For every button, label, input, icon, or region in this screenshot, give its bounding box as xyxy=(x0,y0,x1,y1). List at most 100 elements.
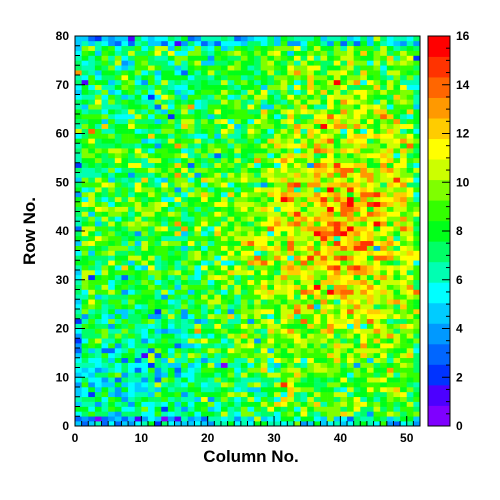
heatmap-cell xyxy=(128,352,136,359)
heatmap-cell xyxy=(201,109,208,115)
heatmap-cell xyxy=(393,255,401,261)
heatmap-cell xyxy=(207,231,215,237)
heatmap-cell xyxy=(300,104,308,110)
heatmap-cell xyxy=(214,221,222,227)
heatmap-cell xyxy=(147,357,155,363)
heatmap-cell xyxy=(247,172,255,178)
heatmap-cell xyxy=(75,406,82,412)
heatmap-cell xyxy=(300,157,308,164)
heatmap-cell xyxy=(101,55,109,61)
heatmap-cell xyxy=(287,206,295,212)
heatmap-cell xyxy=(94,382,102,388)
heatmap-cell xyxy=(240,245,248,251)
heatmap-cell xyxy=(274,274,281,281)
heatmap-cell xyxy=(234,328,242,334)
heatmap-cell xyxy=(174,55,182,61)
heatmap-cell xyxy=(413,260,421,266)
heatmap-cell xyxy=(386,55,394,61)
heatmap-cell xyxy=(181,421,189,427)
heatmap-cell xyxy=(94,109,102,115)
heatmap-cell xyxy=(386,123,394,129)
heatmap-cell xyxy=(247,157,255,164)
heatmap-cell xyxy=(300,235,308,242)
heatmap-cell xyxy=(340,250,348,256)
heatmap-cell xyxy=(360,182,368,188)
heatmap-cell xyxy=(128,240,136,246)
heatmap-cell xyxy=(220,162,228,168)
heatmap-cell xyxy=(121,206,129,212)
heatmap-cell xyxy=(128,226,136,232)
heatmap-cell xyxy=(280,304,288,310)
heatmap-cell xyxy=(181,294,189,300)
heatmap-cell xyxy=(320,255,328,261)
heatmap-cell xyxy=(347,84,354,90)
heatmap-cell xyxy=(413,328,421,334)
heatmap-cell xyxy=(320,40,328,47)
heatmap-cell xyxy=(240,153,248,159)
heatmap-cell xyxy=(75,226,82,232)
heatmap-cell xyxy=(406,172,414,178)
heatmap-cell xyxy=(327,226,335,232)
heatmap-cell xyxy=(333,313,341,320)
heatmap-cell xyxy=(300,391,308,398)
heatmap-cell xyxy=(267,55,275,61)
heatmap-cell xyxy=(287,153,295,159)
heatmap-cell xyxy=(373,196,381,203)
heatmap-cell xyxy=(240,250,248,256)
heatmap-cell xyxy=(260,167,268,173)
heatmap-cell xyxy=(267,153,275,159)
heatmap-cell xyxy=(194,138,202,144)
heatmap-cell xyxy=(327,123,335,129)
heatmap-cell xyxy=(280,60,288,66)
heatmap-cell xyxy=(220,304,228,310)
heatmap-cell xyxy=(380,216,388,222)
heatmap-cell xyxy=(373,401,381,407)
heatmap-cell xyxy=(167,352,175,359)
heatmap-cell xyxy=(141,138,149,144)
heatmap-cell xyxy=(280,289,288,295)
heatmap-cell xyxy=(75,274,82,281)
heatmap-cell xyxy=(101,70,109,76)
heatmap-cell xyxy=(181,260,189,266)
heatmap-cell xyxy=(267,138,275,144)
heatmap-cell xyxy=(347,270,354,276)
heatmap-cell xyxy=(114,411,122,417)
heatmap-cell xyxy=(227,226,235,232)
heatmap-cell xyxy=(207,304,215,310)
heatmap-cell xyxy=(406,235,414,242)
heatmap-cell xyxy=(274,240,281,246)
heatmap-cell xyxy=(101,387,109,393)
heatmap-cell xyxy=(207,421,215,427)
heatmap-cell xyxy=(280,196,288,203)
heatmap-cell xyxy=(147,270,155,276)
heatmap-cell xyxy=(287,265,295,271)
heatmap-cell xyxy=(406,211,414,217)
heatmap-cell xyxy=(161,167,169,173)
heatmap-cell xyxy=(360,148,368,154)
colorbar-swatch xyxy=(428,241,450,263)
heatmap-cell xyxy=(406,255,414,261)
heatmap-cell xyxy=(360,216,368,222)
heatmap-cell xyxy=(167,421,175,427)
heatmap-cell xyxy=(167,216,175,222)
heatmap-cell xyxy=(194,348,202,354)
heatmap-cell xyxy=(187,372,195,378)
heatmap-cell xyxy=(187,45,195,51)
heatmap-cell xyxy=(247,372,255,378)
heatmap-cell xyxy=(201,372,208,378)
heatmap-cell xyxy=(413,187,421,193)
heatmap-cell xyxy=(360,313,368,320)
heatmap-cell xyxy=(161,348,169,354)
heatmap-cell xyxy=(108,162,116,168)
heatmap-cell xyxy=(373,367,381,373)
heatmap-cell xyxy=(240,75,248,81)
heatmap-cell xyxy=(108,255,116,261)
heatmap-cell xyxy=(380,99,388,105)
heatmap-cell xyxy=(147,55,155,61)
heatmap-cell xyxy=(88,201,96,207)
heatmap-cell xyxy=(88,231,96,237)
heatmap-cell xyxy=(327,387,335,393)
heatmap-cell xyxy=(327,79,335,86)
heatmap-cell xyxy=(161,196,169,203)
heatmap-cell xyxy=(187,362,195,368)
